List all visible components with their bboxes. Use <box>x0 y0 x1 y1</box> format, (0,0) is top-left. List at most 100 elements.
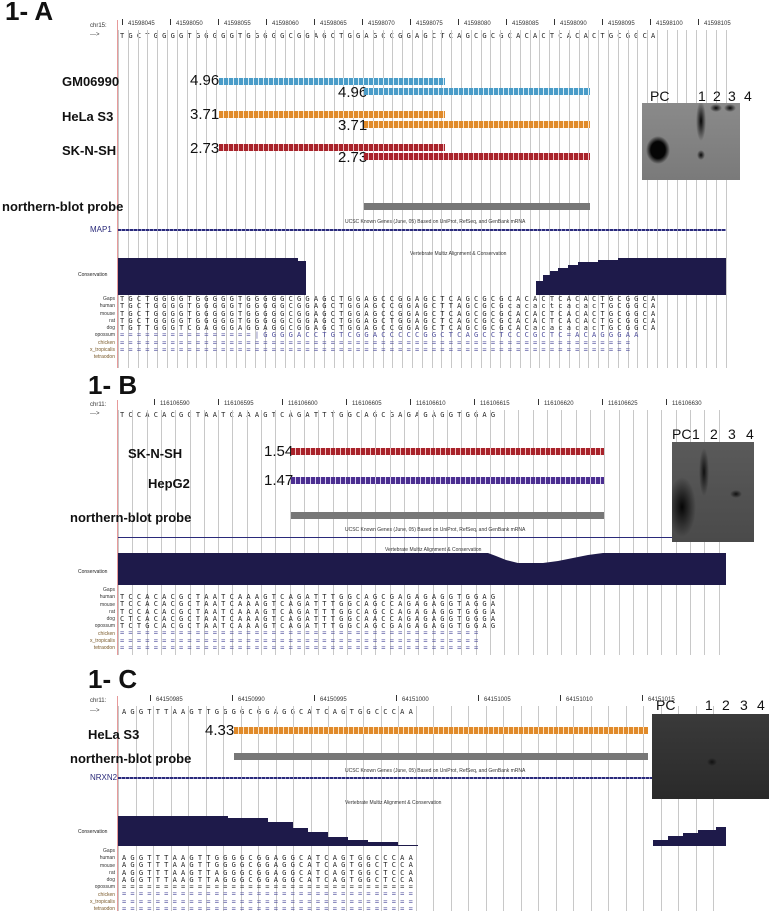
species-label: human <box>99 303 115 310</box>
alignment-row: = = = = = = = = = = = = = = = = = = = = … <box>120 346 630 355</box>
probe-label-b: northern-blot probe <box>70 510 192 525</box>
grid-line <box>647 30 648 368</box>
alignment-row: = = = = = = = = = = = = = = = = = = = = … <box>120 338 630 347</box>
grid-line <box>223 706 224 911</box>
grid-line <box>285 30 286 368</box>
grid-line <box>573 706 574 911</box>
species-label: mouse <box>99 601 115 608</box>
coord-tick-label: 64150990 <box>238 697 265 703</box>
coord-tick-label: 41598060 <box>272 21 299 27</box>
conservation-label-c: Conservation <box>78 829 108 835</box>
coord-tick <box>698 19 699 25</box>
track-label-hela-c: HeLa S3 <box>88 727 140 742</box>
grid-line <box>530 30 531 368</box>
alignment-row: A G G T T T A A G T T G G G G C G G A G … <box>122 861 413 870</box>
strand-arrow-c: ---> <box>90 708 100 714</box>
track-label-sknsh-a: SK-N-SH <box>62 143 117 158</box>
grid-line <box>167 30 168 368</box>
coord-tick-label: 41598075 <box>416 21 443 27</box>
coord-tick <box>474 399 475 405</box>
grid-line <box>503 706 504 911</box>
grid-line <box>461 410 462 655</box>
species-label: rat <box>109 608 115 615</box>
coord-tick <box>560 695 561 701</box>
alignment-row: A G G T T T A A G T T A G G G C G G A G … <box>122 868 413 877</box>
grid-line <box>204 410 205 655</box>
coord-tick-label: 116106610 <box>416 401 446 407</box>
species-label: dog <box>106 616 115 623</box>
grid-line <box>353 30 354 368</box>
peak-bar-sknsh-b <box>291 448 604 455</box>
species-label: dog <box>106 877 115 884</box>
grid-line <box>468 706 469 911</box>
coord-tick <box>396 695 397 701</box>
gene-track-line-a <box>118 229 726 231</box>
probe-label-a: northern-blot probe <box>2 199 124 214</box>
alignment-row: T G C T G G G G T G G G G G T G G G G G … <box>120 316 656 325</box>
coord-tick-label: 64150995 <box>320 697 347 703</box>
grid-line <box>661 410 662 655</box>
grid-line <box>383 30 384 368</box>
peak-bar-hela-a-2 <box>364 121 590 128</box>
grid-line <box>190 410 191 655</box>
species-label: Gaps <box>103 848 115 854</box>
coord-tick-label: 41598105 <box>704 21 731 27</box>
ucsc-caption-a: UCSC Known Genes (June, 05) Based on Uni… <box>345 219 526 225</box>
dna-sequence-c: A G G T T T A A G T T G G G G C G G A G … <box>122 708 413 716</box>
coord-tick-label: 116106630 <box>672 401 702 407</box>
grid-line <box>118 30 119 368</box>
grid-line <box>561 410 562 655</box>
coord-tick-label: 41598055 <box>224 21 251 27</box>
grid-line <box>490 410 491 655</box>
species-label: x_tropicalis <box>89 347 115 354</box>
grid-line <box>678 706 679 911</box>
chrom-label-b: chr11: <box>90 402 107 408</box>
coord-ruler-c: 64150985 64150990 64150995 64151000 64151005… <box>118 695 726 707</box>
grid-line <box>314 30 315 368</box>
grid-line <box>471 30 472 368</box>
species-label: x_tropicalis <box>89 638 115 645</box>
alignment-row: T C T G C A C G C T A A T C A A A G T C … <box>120 622 496 631</box>
grid-line <box>311 706 312 911</box>
alignment-row: = = = = = = = = = = = = = = = = = = = = … <box>122 883 413 892</box>
grid-line <box>569 30 570 368</box>
grid-line <box>539 30 540 368</box>
grid-line <box>476 410 477 655</box>
ucsc-caption-b: UCSC Known Genes (June, 05) Based on Uni… <box>345 527 526 533</box>
grid-line <box>481 30 482 368</box>
alignment-row: T G C T G G G G T G G G G G T G G G G G … <box>120 302 656 311</box>
track-left-border <box>117 20 118 368</box>
grid-line <box>619 410 620 655</box>
chrom-label-c: chr11: <box>90 698 107 704</box>
coord-tick <box>282 399 283 405</box>
grid-line <box>618 30 619 368</box>
grid-line <box>147 410 148 655</box>
track-label-hepg2: HepG2 <box>148 476 190 491</box>
grid-line <box>381 706 382 911</box>
coord-tick <box>506 19 507 25</box>
species-label: opossum <box>94 884 115 891</box>
alignment-row: T C C A C A C G C T A A T C A A A G T C … <box>120 593 496 601</box>
coord-tick <box>650 19 651 25</box>
species-label: rat <box>109 869 115 876</box>
grid-line <box>261 410 262 655</box>
grid-line <box>433 410 434 655</box>
coord-tick-label: 116106600 <box>288 401 318 407</box>
grid-line <box>175 410 176 655</box>
species-label: human <box>99 594 115 601</box>
multiz-caption-c: Vertebrate Multiz Alignment & Conservati… <box>345 800 442 806</box>
grid-line <box>500 30 501 368</box>
gene-label-map1: MAP1 <box>90 225 112 234</box>
grid-line <box>591 706 592 911</box>
grid-line <box>236 30 237 368</box>
coord-tick <box>314 695 315 701</box>
alignment-row: A G G T T T A A G T T G G G G C G G A G … <box>122 854 413 862</box>
alignment-row: = = = = = = = = = = = = = = = = = = = = … <box>122 897 413 906</box>
alignment-row: T G T T G G G T C G A G G G A G G A G G … <box>120 324 656 333</box>
grid-line <box>713 706 714 911</box>
coord-tick <box>362 19 363 25</box>
grid-line <box>334 30 335 368</box>
coord-tick-label: 116106625 <box>608 401 638 407</box>
grid-line <box>604 410 605 655</box>
dna-sequence-b: T C C A C A C G C T A A T C A A A G T C … <box>120 411 496 419</box>
